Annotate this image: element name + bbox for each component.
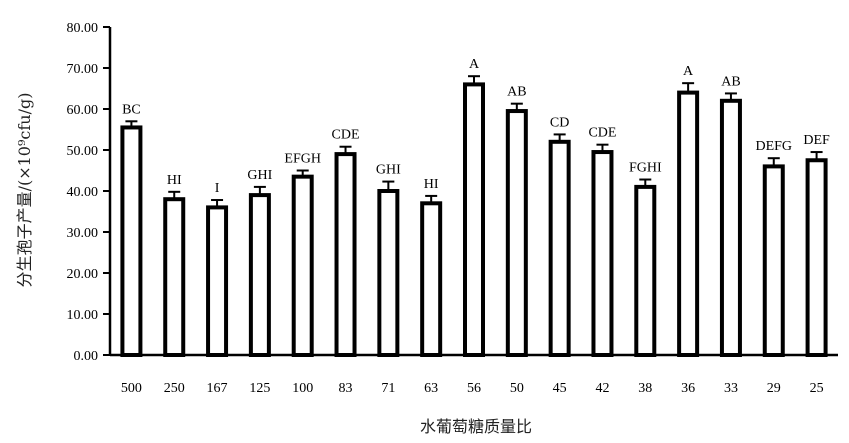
bar — [120, 125, 143, 357]
x-axis-title: 水葡萄糖质量比 — [420, 417, 532, 436]
y-tick-label: 80.00 — [67, 21, 99, 36]
bar — [291, 174, 314, 357]
x-tick-label: 83 — [339, 381, 353, 396]
bar — [762, 164, 785, 357]
significance-label: CDE — [588, 126, 616, 141]
significance-label: EFGH — [284, 152, 321, 167]
x-tick-label: 50 — [510, 381, 524, 396]
bar — [334, 152, 357, 357]
x-tick-label: 45 — [553, 381, 567, 396]
y-tick-label: 0.00 — [74, 349, 99, 364]
bar — [463, 82, 485, 358]
significance-label: DEFG — [755, 139, 792, 154]
significance-label: DEF — [803, 133, 830, 148]
bar — [206, 205, 229, 357]
bar — [248, 193, 271, 357]
bar — [420, 201, 443, 357]
x-tick-label: 63 — [424, 381, 438, 396]
x-axis: 500 250 167 125 100 83 71 63 56 50 45 42 38 36 33 29 25 — [110, 353, 838, 396]
significance-label: A — [683, 64, 694, 79]
bar — [719, 98, 742, 357]
x-tick-label: 38 — [638, 381, 652, 396]
significance-label: CD — [550, 115, 569, 130]
x-tick-label: 56 — [467, 381, 481, 396]
y-tick-label: 20.00 — [67, 267, 99, 282]
x-tick-label: 71 — [381, 381, 395, 396]
bar — [548, 139, 571, 357]
y-tick-label: 70.00 — [67, 62, 99, 77]
x-tick-label: 167 — [207, 381, 228, 396]
x-tick-label: 36 — [681, 381, 695, 396]
bar — [677, 90, 700, 357]
significance-label: FGHI — [629, 161, 662, 176]
x-tick-label: 29 — [767, 381, 781, 396]
y-tick-label: 60.00 — [67, 103, 99, 118]
y-tick-label: 10.00 — [67, 308, 99, 323]
significance-label: AB — [507, 85, 526, 100]
significance-label: AB — [721, 74, 740, 89]
significance-label: A — [469, 57, 480, 72]
significance-label: HI — [424, 177, 439, 192]
y-tick-label: 40.00 — [67, 185, 99, 200]
bar — [505, 109, 528, 357]
bars: BC HI I GHI EFGH CDE GHI HI A AB CD CDE FGHI A AB DEFG D… — [120, 57, 830, 358]
significance-label: BC — [122, 102, 141, 117]
x-tick-label: 42 — [595, 381, 609, 396]
significance-label: HI — [167, 173, 182, 188]
y-axis: 0.00 10.00 20.00 30.00 40.00 50.00 60.00 70.00 8… — [67, 21, 112, 364]
x-tick-label: 250 — [164, 381, 185, 396]
y-tick-label: 50.00 — [67, 144, 99, 159]
x-tick-label: 100 — [292, 381, 313, 396]
y-tick-label: 30.00 — [67, 226, 99, 241]
bar — [591, 150, 614, 357]
y-axis-title: 分生孢子产量/(×10⁹cfu/g) — [15, 93, 34, 288]
significance-label: CDE — [332, 128, 360, 143]
significance-label: GHI — [247, 168, 272, 183]
x-tick-label: 500 — [121, 381, 142, 396]
bar — [805, 158, 828, 357]
bar — [163, 197, 186, 357]
significance-label: I — [215, 181, 220, 196]
bar — [377, 189, 400, 357]
x-tick-label: 33 — [724, 381, 738, 396]
significance-label: GHI — [376, 163, 401, 178]
x-tick-label: 125 — [249, 381, 270, 396]
bar — [634, 184, 657, 357]
x-tick-label: 25 — [810, 381, 824, 396]
